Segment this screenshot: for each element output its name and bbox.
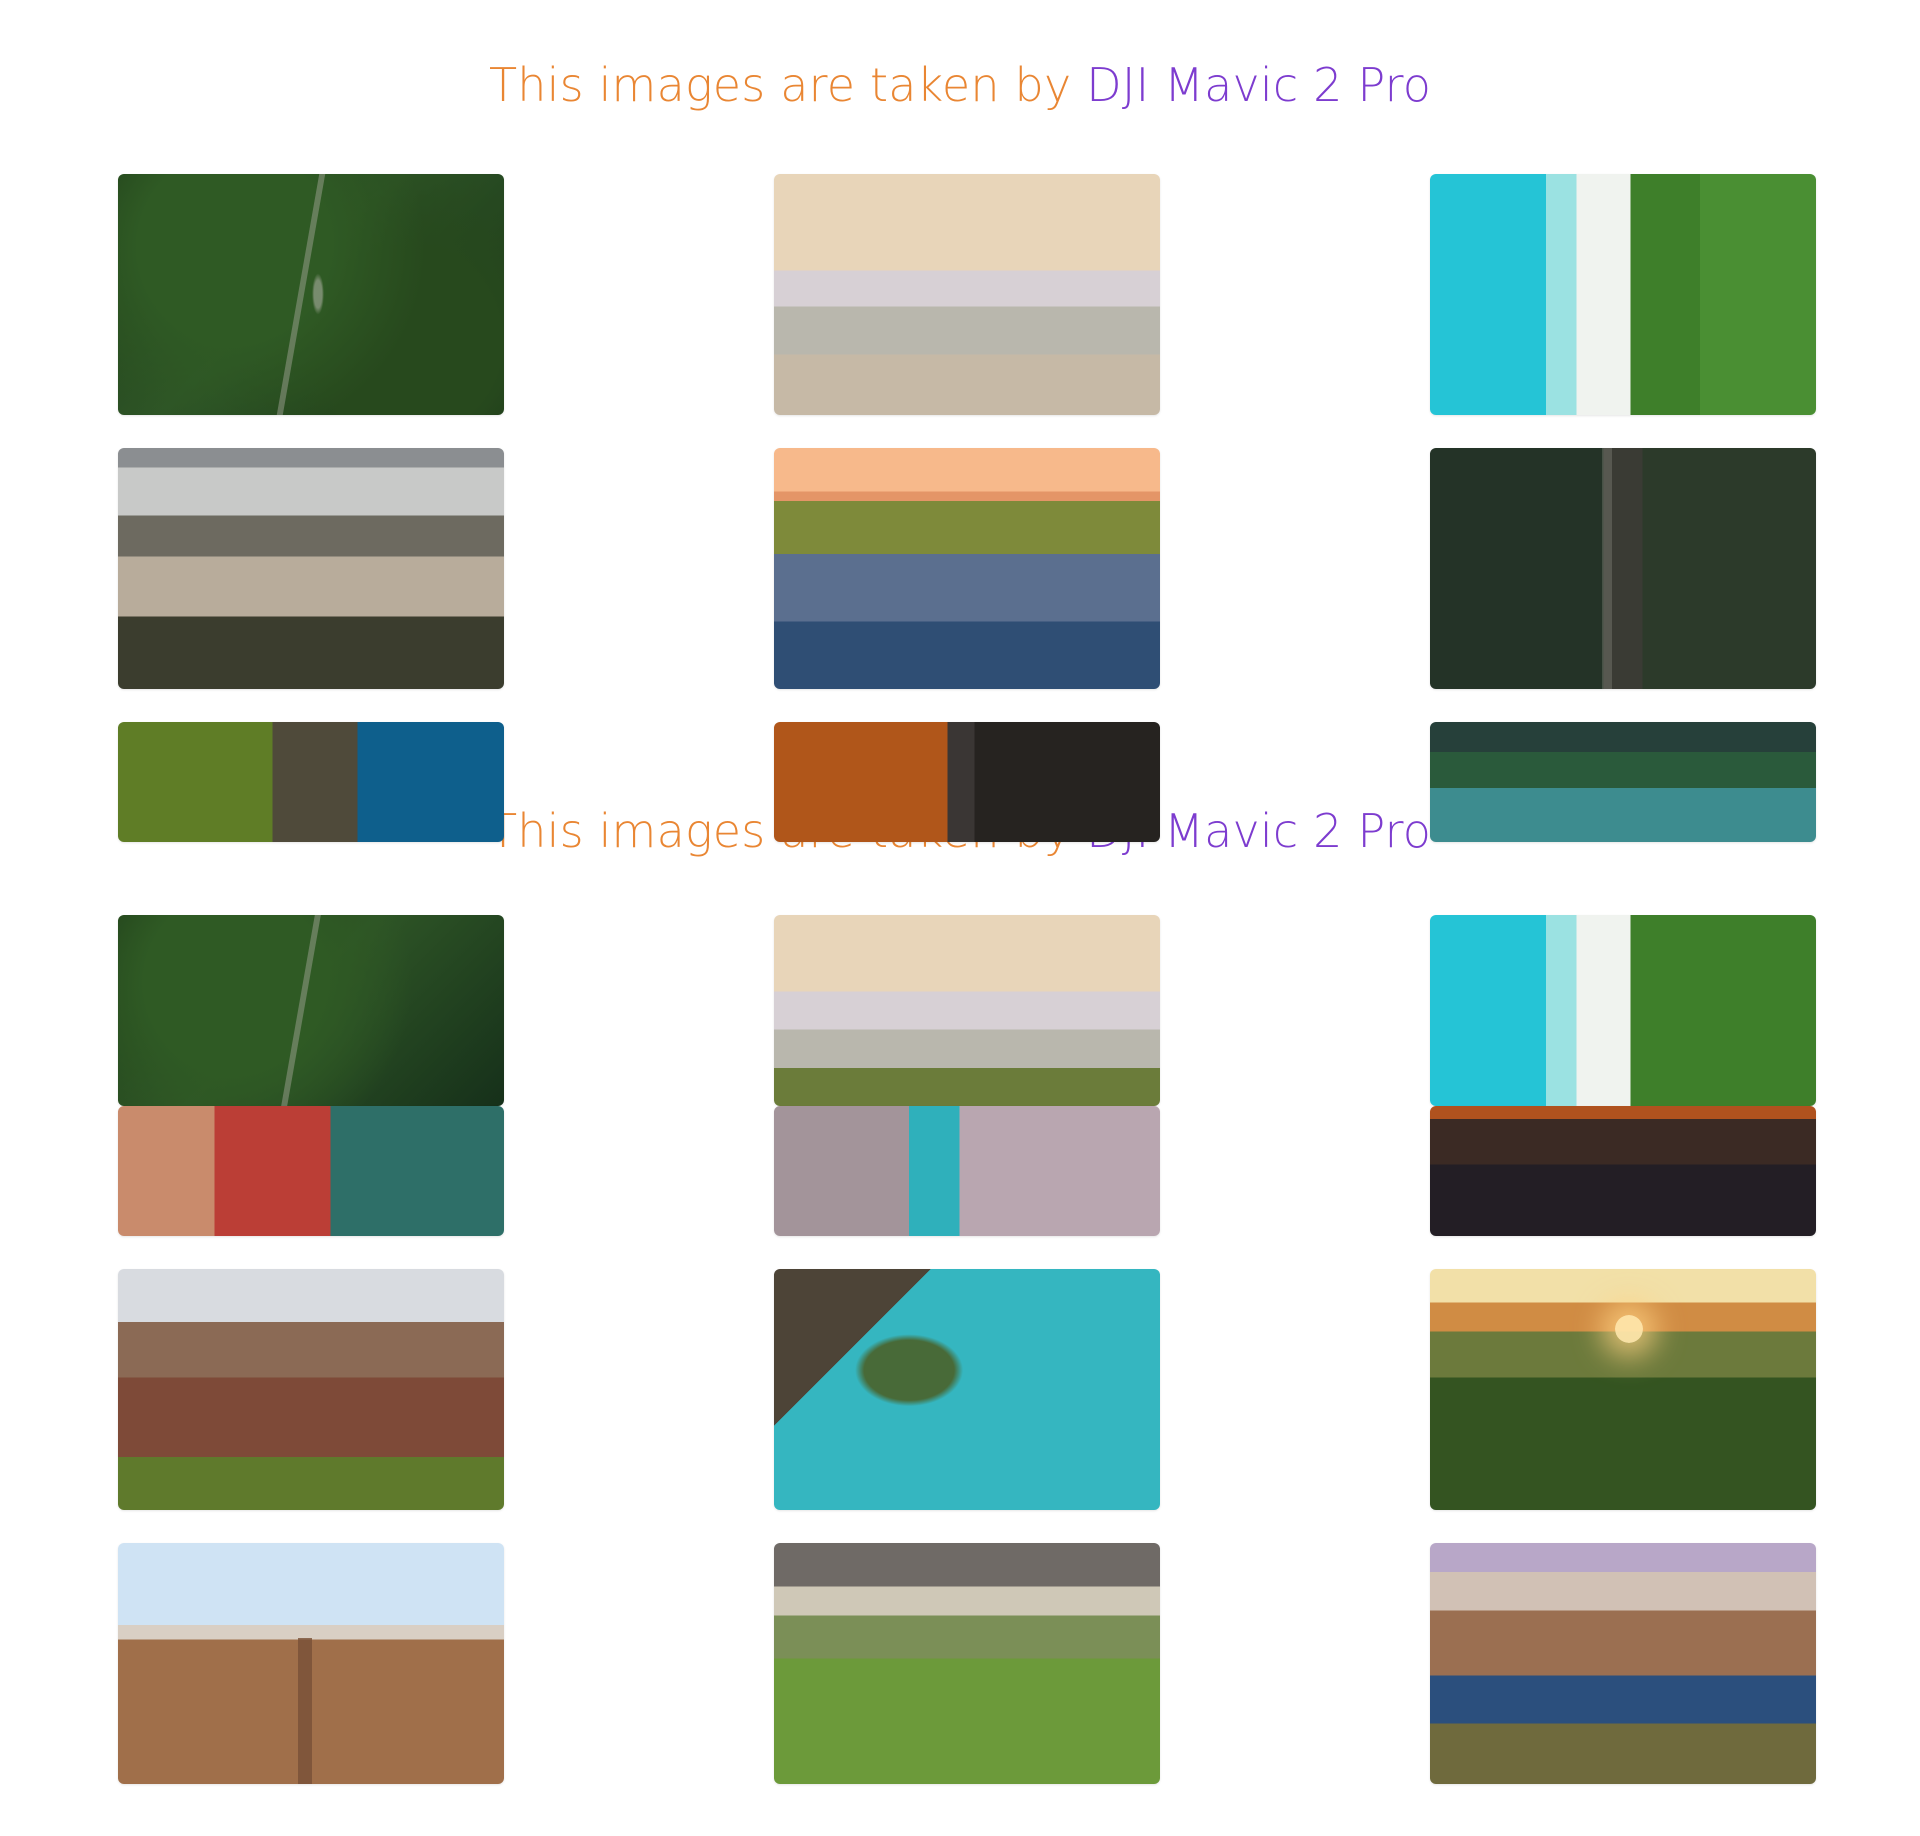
gallery-image[interactable]: beach-promenade <box>774 174 1160 415</box>
heading-lead: This images are taken by <box>488 58 1087 112</box>
gallery-image[interactable]: autumn-road <box>774 722 1160 842</box>
gallery-heading: This images are taken by DJI Mavic 2 Pro <box>0 58 1920 112</box>
gallery-image[interactable]: forest-road <box>118 174 504 415</box>
gallery-image[interactable]: turquoise-beach <box>1430 915 1816 1106</box>
gallery-image[interactable]: old-town <box>118 1269 504 1510</box>
gallery-image[interactable]: turquoise-beach <box>1430 174 1816 415</box>
gallery-image[interactable]: red-shoreline <box>118 1106 504 1236</box>
gallery-image[interactable]: mountain-castle <box>118 448 504 689</box>
gallery-image[interactable]: coastal-rocks <box>774 1269 1160 1510</box>
gallery-image[interactable]: misty-lake-sunrise <box>774 448 1160 689</box>
gallery-image[interactable]: forest-track <box>1430 448 1816 689</box>
gallery-image[interactable]: green-valley <box>774 1543 1160 1784</box>
gallery-image[interactable]: sunset-fields <box>1430 1269 1816 1510</box>
gallery-image[interactable]: forest-road <box>118 915 504 1106</box>
gallery-image[interactable]: lake-island-church <box>1430 722 1816 842</box>
gallery-image[interactable]: river-bridge <box>774 1106 1160 1236</box>
gallery-image[interactable]: rocky-coast <box>118 722 504 842</box>
gallery-image[interactable]: beach-promenade <box>774 915 1160 1106</box>
gallery-image[interactable]: sunset-lake <box>1430 1106 1816 1236</box>
gallery-image[interactable]: river-city <box>1430 1543 1816 1784</box>
gallery-image[interactable]: desert-road <box>118 1543 504 1784</box>
heading-brand: DJI Mavic 2 Pro <box>1086 58 1432 112</box>
